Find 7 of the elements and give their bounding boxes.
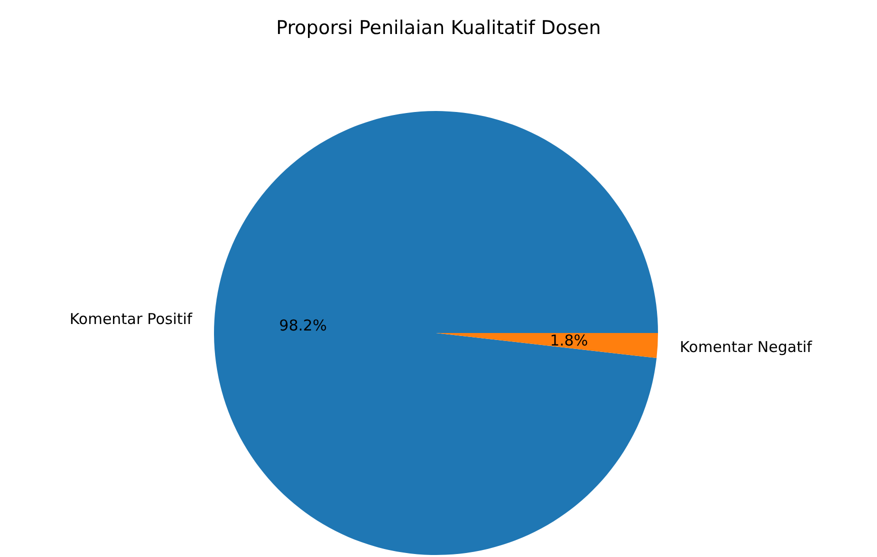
chart-title: Proporsi Penilaian Kualitatif Dosen — [276, 17, 601, 39]
slice-label: Komentar Positif — [70, 310, 193, 328]
slice-label: Komentar Negatif — [680, 338, 813, 356]
pie-slice — [214, 111, 658, 555]
pie-slice — [436, 333, 658, 358]
data-label: 1.8% — [550, 332, 588, 350]
data-label: 98.2% — [279, 316, 327, 334]
